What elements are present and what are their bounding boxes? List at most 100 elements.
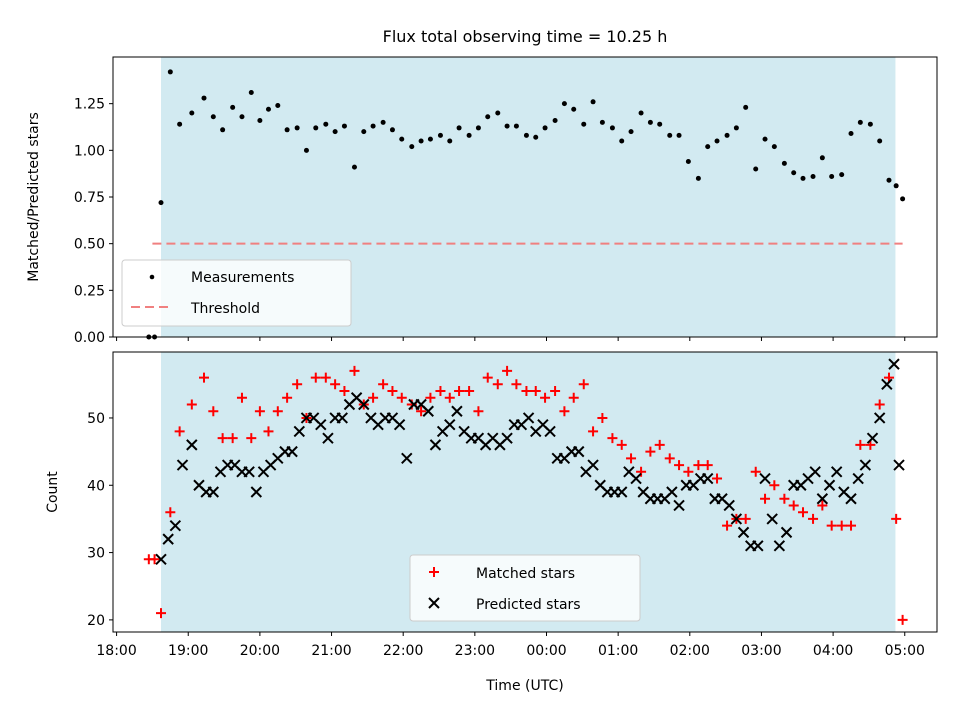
measurement-point	[437, 132, 443, 138]
matched-star-point	[891, 513, 902, 524]
measurement-point	[628, 129, 634, 135]
measurement-point	[239, 114, 245, 120]
matched-star-point	[425, 392, 436, 403]
predicted-star-point	[358, 398, 370, 411]
bottom-x-tick-label: 23:00	[455, 643, 495, 659]
predicted-star-point	[816, 493, 829, 505]
measurement-point	[848, 131, 854, 137]
predicted-star-point	[873, 412, 886, 424]
matched-star-point	[217, 433, 228, 444]
predicted-star-point	[766, 513, 778, 525]
bottom-x-tick-label: 03:00	[741, 643, 781, 659]
predicted-star-point	[630, 472, 642, 485]
matched-star-point	[236, 392, 247, 403]
predicted-star-point	[737, 526, 750, 539]
top-y-tick-label: 1.00	[74, 143, 105, 159]
top-y-axis-label: Matched/Predicted stars	[26, 112, 42, 282]
matched-star-point	[559, 406, 570, 417]
matched-star-point	[654, 439, 665, 450]
matched-star-point	[227, 433, 238, 444]
predicted-star-point	[544, 425, 556, 438]
predicted-star-point	[616, 486, 628, 498]
bottom-y-tick-label: 40	[87, 478, 105, 494]
measurement-point	[609, 125, 615, 131]
matched-star-point	[674, 460, 685, 471]
measurement-point	[332, 129, 338, 135]
matched-star-point	[578, 379, 589, 390]
measurement-point	[257, 117, 263, 123]
measurement-point	[513, 123, 519, 129]
matched-star-point	[246, 433, 257, 444]
matched-star-point	[339, 386, 350, 397]
matched-star-point	[855, 439, 866, 450]
measurement-point	[533, 134, 539, 140]
matched-star-point	[550, 386, 561, 397]
measurement-point	[265, 106, 271, 112]
predicted-star-point	[823, 479, 836, 491]
measurement-point	[313, 125, 319, 131]
matched-star-point	[482, 372, 493, 383]
measurement-point	[201, 95, 207, 101]
measurement-point	[724, 132, 730, 138]
matched-star-point	[616, 439, 627, 450]
predicted-star-point	[422, 405, 434, 417]
measurement-point	[418, 138, 424, 144]
bottom-x-tick-label: 05:00	[885, 643, 925, 659]
matched-stars-points	[143, 365, 908, 625]
predicted-star-point	[155, 553, 167, 566]
predicted-star-point	[859, 459, 872, 471]
bottom-x-tick-label: 21:00	[311, 643, 351, 659]
matched-star-point	[368, 392, 379, 403]
matched-star-point	[473, 406, 484, 417]
chart-title: Flux total observing time = 10.25 h	[383, 27, 668, 46]
predicted-star-point	[207, 486, 220, 498]
matched-star-point	[492, 379, 503, 390]
measurement-point	[466, 132, 472, 138]
bottom-y-ticks: 20 30 40 50	[87, 411, 113, 629]
predicted-star-point	[830, 466, 843, 478]
bottom-x-tick-label: 00:00	[526, 643, 566, 659]
predicted-star-point	[393, 418, 406, 431]
matched-star-point	[645, 446, 656, 457]
measurement-point	[495, 110, 501, 116]
matched-star-point	[349, 365, 360, 376]
measurement-point	[800, 175, 806, 181]
matched-star-point	[740, 513, 751, 524]
matched-star-point	[607, 433, 618, 444]
top-x-ticks	[116, 337, 906, 341]
measurement-point	[619, 138, 625, 144]
top-panel: 0.00 0.25 0.50 0.75 1.00 1.25 Flux total obse…	[26, 27, 938, 346]
predicted-star-point	[250, 486, 263, 498]
matched-star-point	[626, 453, 637, 464]
measurement-point	[361, 129, 367, 135]
matched-star-point	[530, 386, 541, 397]
measurement-point	[523, 132, 529, 138]
matched-star-point	[511, 379, 522, 390]
measurement-point	[177, 121, 183, 127]
matched-star-point	[263, 426, 274, 437]
predicted-star-point	[336, 412, 348, 424]
measurement-point	[294, 125, 300, 131]
predicted-star-point	[881, 378, 893, 391]
bottom-x-tick-label: 22:00	[383, 643, 423, 659]
matched-star-point	[208, 406, 219, 417]
predicted-star-point	[322, 432, 334, 444]
matched-star-point	[165, 507, 176, 518]
matched-star-point	[750, 466, 761, 477]
measurement-point	[399, 136, 405, 142]
measurement-point	[323, 121, 329, 127]
matched-star-point	[378, 379, 389, 390]
top-y-tick-label: 1.25	[74, 97, 105, 113]
predicted-star-point	[852, 472, 864, 485]
matched-star-point	[817, 500, 828, 511]
measurement-point	[341, 123, 347, 129]
measurement-point	[552, 117, 558, 123]
top-y-tick-label: 0.75	[74, 190, 105, 206]
predicted-star-point	[429, 439, 442, 451]
measurement-point	[220, 127, 226, 133]
predicted-star-point	[773, 540, 786, 552]
matched-star-point	[272, 406, 283, 417]
matched-star-point	[760, 493, 771, 504]
predicted-star-point	[293, 425, 306, 438]
